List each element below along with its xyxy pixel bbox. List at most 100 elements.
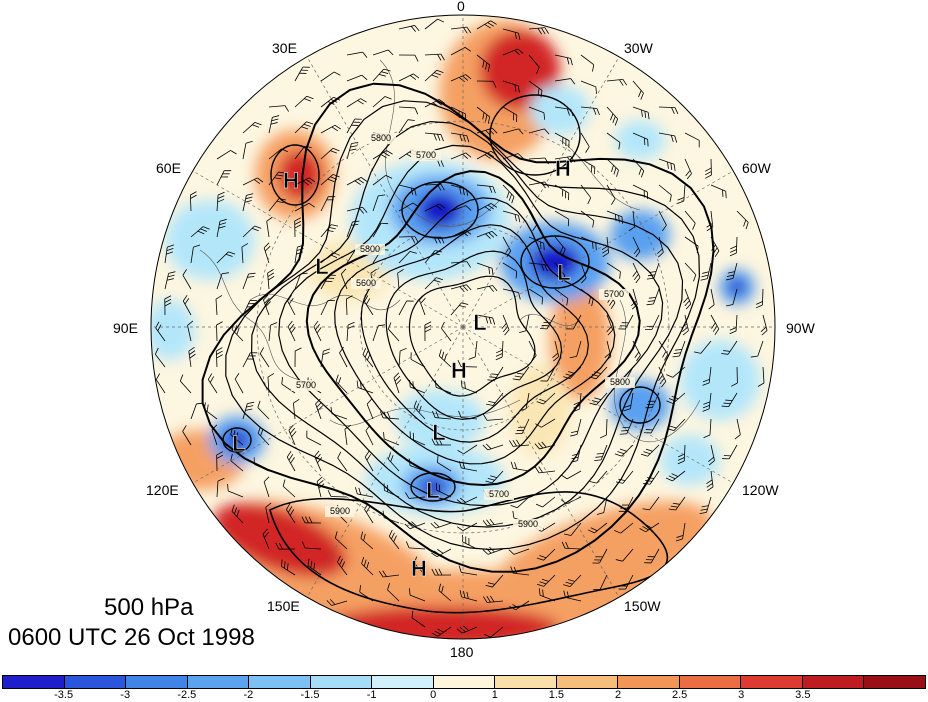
- wind-barb: [450, 26, 472, 34]
- wind-barb: [424, 18, 445, 30]
- wind-barb: [354, 487, 374, 498]
- wind-barb: [437, 455, 452, 472]
- closed-contour: [270, 144, 320, 206]
- wind-barb: [483, 414, 504, 421]
- wind-barb: [286, 450, 296, 472]
- wind-barb: [606, 132, 621, 150]
- wind-barb: [337, 555, 348, 576]
- wind-barb: [589, 392, 608, 406]
- wind-barb: [398, 236, 419, 243]
- svg-text:5700: 5700: [416, 150, 436, 160]
- wind-barb: [383, 432, 400, 446]
- svg-text:5800: 5800: [610, 377, 630, 387]
- wind-barb: [476, 230, 498, 239]
- wind-barb: [190, 226, 210, 238]
- svg-text:5700: 5700: [604, 289, 624, 299]
- contour-label: 5800: [605, 377, 635, 388]
- wind-barb: [215, 295, 223, 316]
- wind-barb: [510, 461, 530, 472]
- wind-barb: [216, 321, 223, 342]
- colorbar-segment: [3, 676, 65, 688]
- wind-barb: [580, 80, 597, 94]
- wind-barb: [450, 74, 472, 83]
- wind-barb: [410, 352, 426, 368]
- wind-barb: [760, 314, 768, 336]
- svg-text:5900: 5900: [330, 506, 350, 516]
- wind-barb: [684, 132, 700, 148]
- wind-barb: [658, 340, 669, 361]
- wind-barb: [642, 496, 660, 511]
- coastline: [199, 249, 301, 381]
- wind-barb: [734, 418, 741, 440]
- contour-label: 5800: [355, 244, 385, 255]
- wind-barb: [450, 152, 472, 160]
- height-contour: [250, 120, 684, 528]
- wind-barb: [364, 451, 374, 472]
- wind-barb: [606, 210, 624, 224]
- wind-barb: [528, 106, 546, 120]
- wind-barb: [502, 210, 521, 223]
- meridian: [306, 326, 464, 598]
- lon-label-30e: 30E: [272, 40, 297, 56]
- svg-text:5700: 5700: [489, 489, 509, 499]
- coastline: [379, 59, 501, 227]
- svg-text:5900: 5900: [518, 519, 538, 529]
- wind-barb: [485, 470, 504, 484]
- contour-label: 5700: [291, 380, 321, 391]
- wind-barb: [729, 314, 738, 335]
- anomaly-blob: [395, 390, 485, 450]
- colorbar-tick-label: 1: [491, 689, 498, 701]
- wind-barb: [346, 51, 368, 58]
- low-pressure-label: L: [557, 260, 570, 285]
- wind-barb: [658, 132, 678, 143]
- wind-barb: [346, 74, 368, 82]
- colorbar-segment: [187, 676, 250, 688]
- wind-barb: [409, 588, 426, 602]
- meridian: [462, 56, 620, 328]
- wind-barb: [387, 322, 400, 342]
- wind-barb: [755, 288, 764, 309]
- anomaly-blob: [729, 279, 745, 295]
- wind-barb: [388, 529, 400, 550]
- wind-barb: [164, 271, 176, 290]
- wind-barb: [618, 496, 634, 512]
- wind-barb: [535, 418, 556, 428]
- wind-barb: [535, 496, 556, 508]
- wind-barb: [259, 347, 270, 368]
- low-pressure-label: L: [473, 310, 486, 335]
- wind-barb: [457, 444, 478, 455]
- wind-barb: [286, 503, 296, 524]
- wind-barb: [502, 106, 518, 123]
- wind-barb: [486, 392, 504, 406]
- wind-barb: [294, 347, 302, 368]
- wind-barb: [393, 372, 402, 394]
- height-contour: [360, 224, 590, 443]
- wind-barb: [282, 479, 296, 498]
- meridian: [462, 326, 620, 598]
- wind-barb: [230, 453, 244, 472]
- wind-barb: [215, 347, 223, 368]
- wind-barb: [340, 268, 348, 290]
- wind-barb: [190, 244, 201, 264]
- colorbar: [2, 675, 926, 689]
- wind-barb: [294, 217, 302, 238]
- anomaly-blob: [680, 340, 760, 420]
- wind-barb: [540, 366, 556, 382]
- wind-barb: [424, 53, 445, 61]
- contour-labels: 5800 5700 5600 5700 5800 5900 5700 5900 5700 5800: [291, 133, 635, 530]
- wind-barb: [476, 184, 496, 194]
- wind-barb: [306, 430, 322, 446]
- wind-barb: [561, 541, 582, 550]
- svg-text:5800: 5800: [371, 133, 391, 143]
- wind-barb: [704, 158, 712, 179]
- wind-barb: [413, 400, 426, 420]
- anomaly-blob: [530, 244, 580, 280]
- wind-barb: [564, 522, 582, 536]
- wind-barb: [216, 218, 227, 238]
- colorbar-tick-label: -3: [120, 689, 131, 701]
- wind-barb: [644, 418, 660, 434]
- wind-barb: [242, 193, 254, 212]
- wind-barb: [672, 340, 686, 358]
- wind-barb: [372, 68, 391, 82]
